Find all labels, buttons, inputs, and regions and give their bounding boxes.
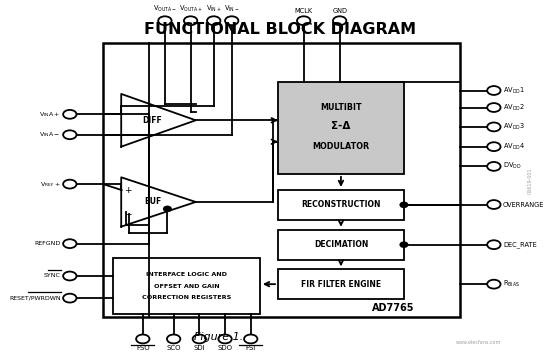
Text: MCLK: MCLK xyxy=(295,7,313,13)
Bar xyxy=(103,43,461,317)
Circle shape xyxy=(184,16,197,25)
Text: SDI: SDI xyxy=(194,345,205,351)
Circle shape xyxy=(164,207,171,211)
Polygon shape xyxy=(121,94,196,147)
Polygon shape xyxy=(121,177,196,226)
Circle shape xyxy=(63,294,76,302)
Circle shape xyxy=(218,334,232,343)
Circle shape xyxy=(63,130,76,139)
Circle shape xyxy=(487,280,500,289)
Circle shape xyxy=(63,180,76,189)
Circle shape xyxy=(487,103,500,112)
Circle shape xyxy=(487,200,500,209)
Text: $\mathregular{AV_{DD}3}$: $\mathregular{AV_{DD}3}$ xyxy=(503,122,525,132)
Text: AD7765: AD7765 xyxy=(372,303,415,313)
Circle shape xyxy=(487,142,500,151)
Text: SCO: SCO xyxy=(166,345,181,351)
Text: REFGND: REFGND xyxy=(34,241,61,246)
Text: CORRECTION REGISTERS: CORRECTION REGISTERS xyxy=(142,295,231,300)
Text: DECIMATION: DECIMATION xyxy=(314,240,368,249)
Text: $\mathregular{V_{REF}+}$: $\mathregular{V_{REF}+}$ xyxy=(40,180,61,189)
Text: 06619-001: 06619-001 xyxy=(528,167,533,194)
Text: OFFSET AND GAIN: OFFSET AND GAIN xyxy=(154,284,220,289)
Circle shape xyxy=(63,239,76,248)
Circle shape xyxy=(167,334,180,343)
Circle shape xyxy=(487,86,500,95)
Circle shape xyxy=(400,242,408,247)
Bar xyxy=(278,82,404,174)
Bar xyxy=(113,258,260,314)
Text: BUF: BUF xyxy=(144,197,161,207)
Text: $\mathregular{V_{IN-}}$: $\mathregular{V_{IN-}}$ xyxy=(224,4,239,13)
Text: Σ-Δ: Σ-Δ xyxy=(331,121,351,131)
Text: RECONSTRUCTION: RECONSTRUCTION xyxy=(301,200,380,209)
Text: INTERFACE LOGIC AND: INTERFACE LOGIC AND xyxy=(146,272,227,277)
Text: MODULATOR: MODULATOR xyxy=(312,142,369,151)
Text: $\mathregular{R_{BIAS}}$: $\mathregular{R_{BIAS}}$ xyxy=(503,279,520,289)
Circle shape xyxy=(297,16,310,25)
Text: Figure 1.: Figure 1. xyxy=(194,332,243,342)
Circle shape xyxy=(63,272,76,280)
Circle shape xyxy=(225,16,238,25)
Text: $\mathregular{V_{IN}A+}$: $\mathregular{V_{IN}A+}$ xyxy=(39,110,61,119)
Circle shape xyxy=(63,110,76,119)
Circle shape xyxy=(136,334,149,343)
Text: $\mathregular{V_{IN}A-}$: $\mathregular{V_{IN}A-}$ xyxy=(39,130,61,139)
Text: $\mathregular{V_{OUTA-}}$: $\mathregular{V_{OUTA-}}$ xyxy=(153,4,177,13)
Text: www.elecfans.com: www.elecfans.com xyxy=(456,340,502,345)
Circle shape xyxy=(207,16,221,25)
Text: SDO: SDO xyxy=(217,345,233,351)
Text: $\mathregular{AV_{DD}2}$: $\mathregular{AV_{DD}2}$ xyxy=(503,103,525,113)
Text: FUNCTIONAL BLOCK DIAGRAM: FUNCTIONAL BLOCK DIAGRAM xyxy=(144,22,416,37)
Text: MULTIBIT: MULTIBIT xyxy=(320,103,362,112)
Text: $\mathregular{V_{IN+}}$: $\mathregular{V_{IN+}}$ xyxy=(206,4,222,13)
Circle shape xyxy=(487,162,500,171)
Text: GND: GND xyxy=(332,7,347,13)
Text: $\mathregular{AV_{DD}4}$: $\mathregular{AV_{DD}4}$ xyxy=(503,142,525,152)
Circle shape xyxy=(244,334,258,343)
Text: FSI: FSI xyxy=(246,345,256,351)
Bar xyxy=(278,190,404,220)
Text: DEC_RATE: DEC_RATE xyxy=(503,241,537,248)
Circle shape xyxy=(158,16,171,25)
Text: RESET/PWRDWN: RESET/PWRDWN xyxy=(9,296,61,301)
Bar xyxy=(278,230,404,260)
Text: SYNC: SYNC xyxy=(44,273,61,278)
Text: FSO: FSO xyxy=(136,345,150,351)
Text: −: − xyxy=(124,209,131,218)
Circle shape xyxy=(192,334,206,343)
Text: OVERRANGE: OVERRANGE xyxy=(503,202,545,208)
Text: $\mathregular{AV_{DD}1}$: $\mathregular{AV_{DD}1}$ xyxy=(503,86,525,95)
Text: +: + xyxy=(124,186,131,195)
Circle shape xyxy=(487,240,500,249)
Circle shape xyxy=(333,16,346,25)
Text: $\mathregular{V_{OUTA+}}$: $\mathregular{V_{OUTA+}}$ xyxy=(179,4,202,13)
Text: $\mathregular{DV_{DD}}$: $\mathregular{DV_{DD}}$ xyxy=(503,161,521,171)
Circle shape xyxy=(400,202,408,207)
Text: FIR FILTER ENGINE: FIR FILTER ENGINE xyxy=(301,280,381,289)
Circle shape xyxy=(487,122,500,131)
Text: DIFF: DIFF xyxy=(143,116,163,125)
Bar xyxy=(278,269,404,299)
